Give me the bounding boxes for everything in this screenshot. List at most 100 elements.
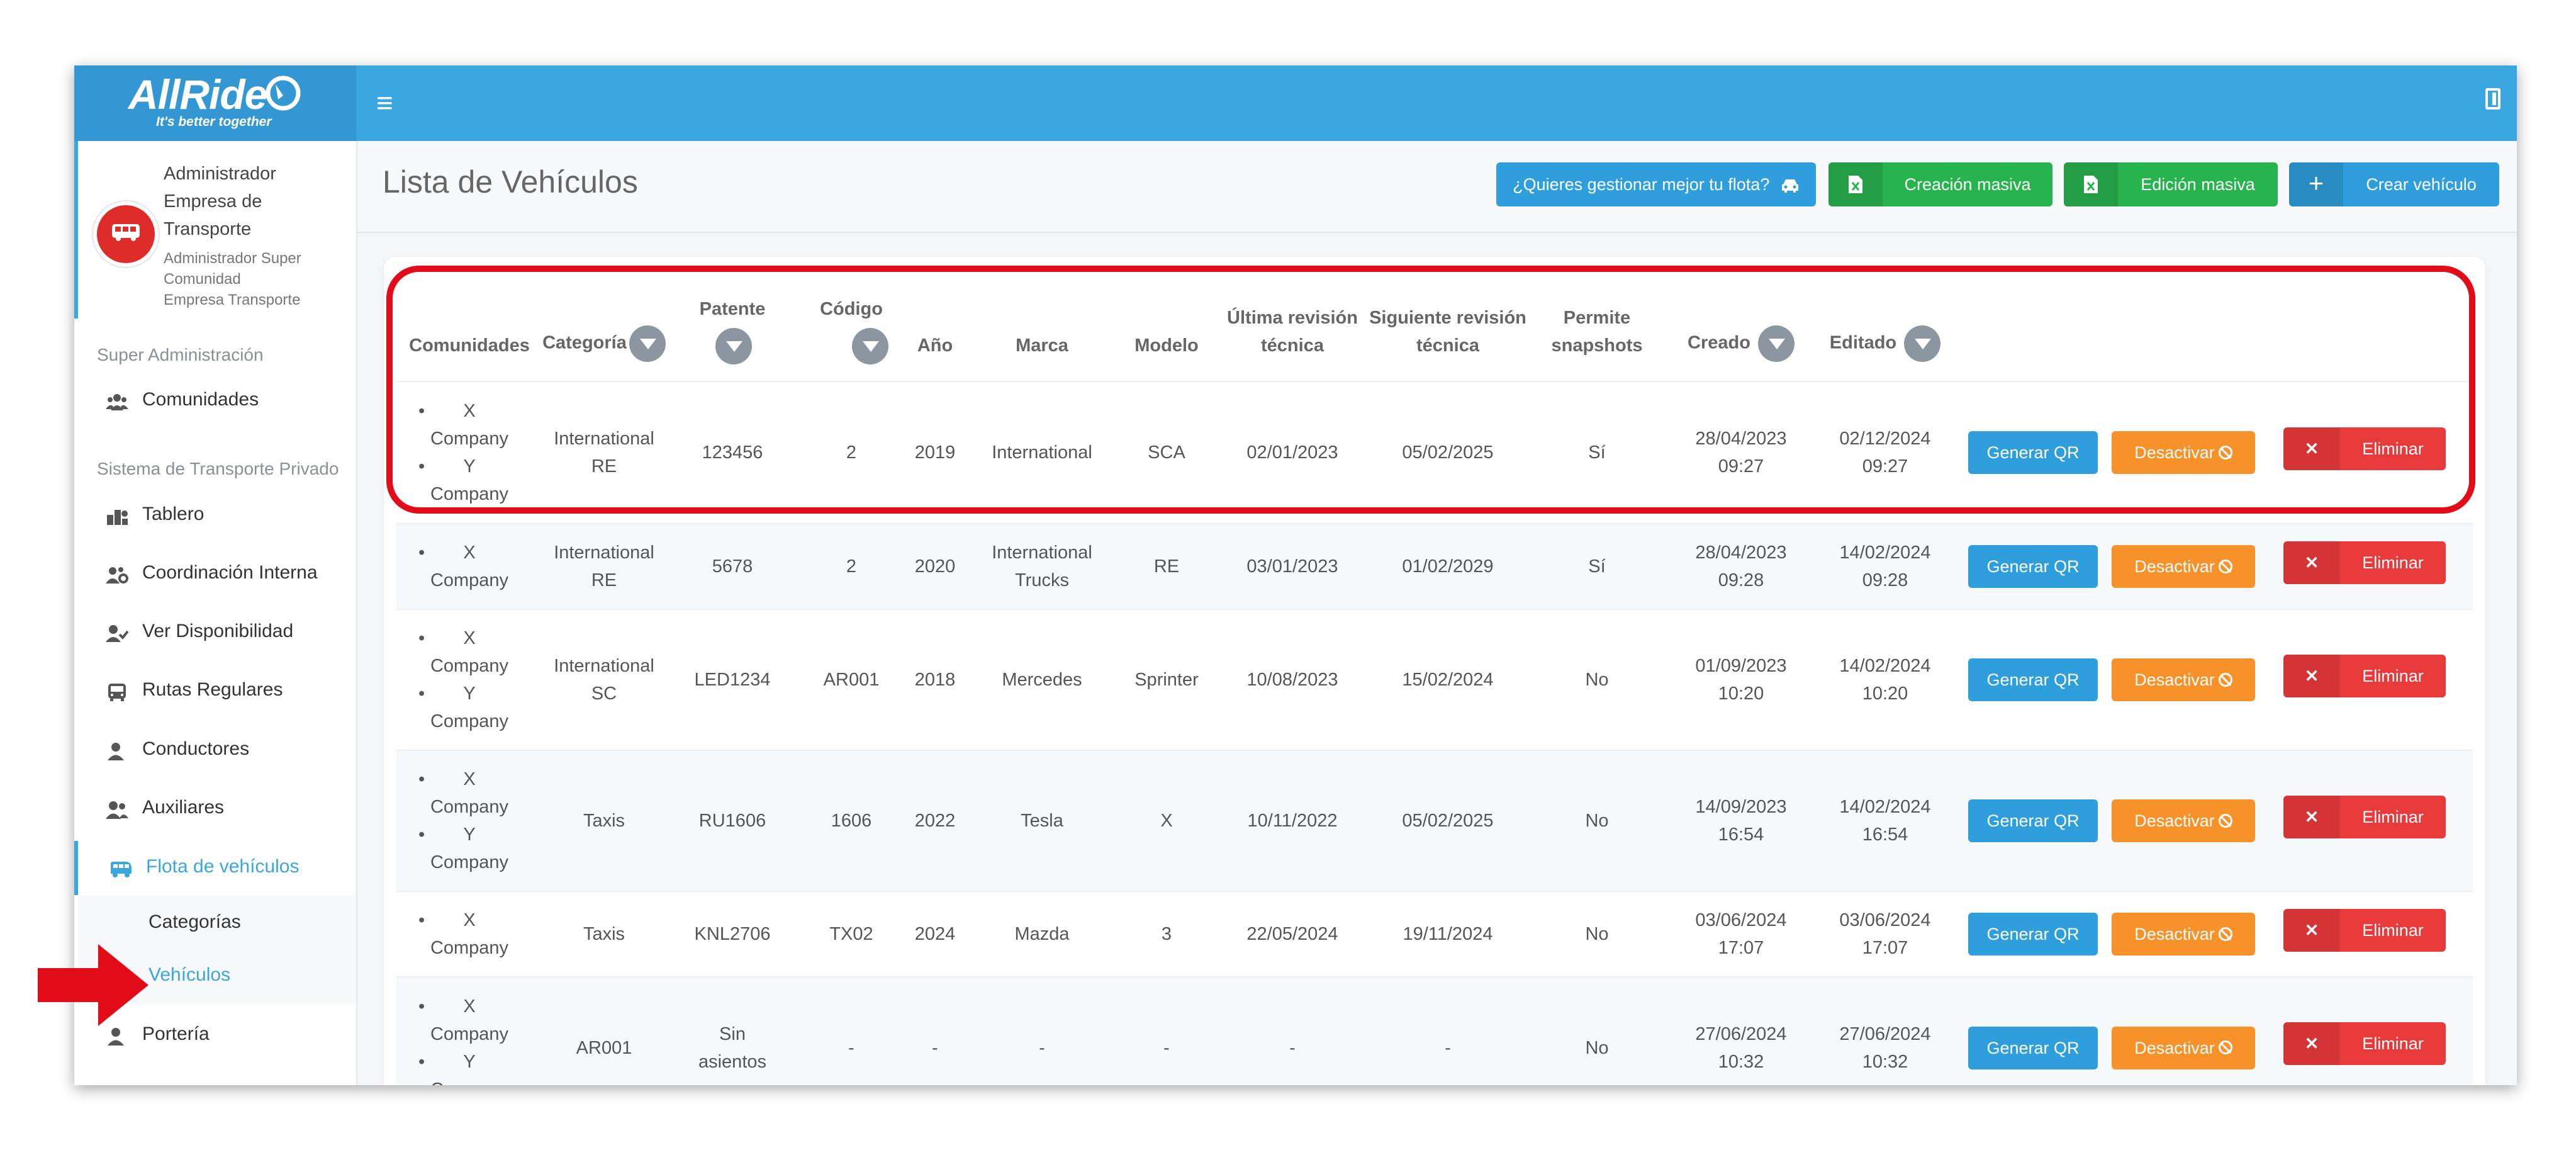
cell-siguiente-revision: 19/11/2024 bbox=[1369, 891, 1526, 977]
sidebar-item-label: Portería bbox=[142, 1023, 210, 1044]
file-excel-icon bbox=[1828, 162, 1883, 206]
bulk-edit-label: Edición masiva bbox=[2141, 175, 2255, 194]
generate-qr-button[interactable]: Generar QR bbox=[1968, 431, 2098, 474]
pointer-arrow-icon bbox=[38, 944, 148, 1026]
avatar bbox=[93, 201, 159, 267]
cell-ultima-revision: - bbox=[1216, 976, 1369, 1085]
cell-snapshots: Sí bbox=[1526, 523, 1667, 609]
communities-list: XCompanyYCompany bbox=[397, 765, 542, 876]
col-modelo: Modelo bbox=[1134, 335, 1199, 356]
cell-categoria: AR001 bbox=[542, 976, 666, 1085]
sidebar: Administrador Empresa de Transporte Admi… bbox=[74, 141, 357, 1085]
cell-marca: Mercedes bbox=[966, 609, 1117, 750]
manage-fleet-label: ¿Quieres gestionar mejor tu flota? bbox=[1513, 175, 1770, 194]
bulk-create-button[interactable]: Creación masiva bbox=[1828, 162, 2052, 206]
filter-icon[interactable] bbox=[1757, 325, 1795, 362]
delete-button[interactable]: ✕ Eliminar bbox=[2283, 1022, 2446, 1065]
col-action-qr bbox=[1956, 276, 2110, 381]
delete-button[interactable]: ✕ Eliminar bbox=[2283, 908, 2446, 952]
car-icon bbox=[1781, 179, 1798, 193]
cell-action-eliminar: ✕ Eliminar bbox=[2256, 750, 2473, 891]
cell-modelo: SCA bbox=[1117, 381, 1216, 524]
sidebar-subitem-vehiculos[interactable]: Vehículos bbox=[148, 964, 231, 985]
sidebar-item-coordinacion[interactable]: Coordinación Interna bbox=[74, 547, 356, 601]
generate-qr-button[interactable]: Generar QR bbox=[1968, 913, 2098, 956]
col-editado: Editado bbox=[1815, 276, 1956, 381]
table-row: XCompanyInternationalRE567822020Internat… bbox=[396, 523, 2473, 609]
sidebar-item-rutas[interactable]: Rutas Regulares bbox=[74, 664, 356, 718]
cell-modelo: - bbox=[1117, 976, 1216, 1085]
deactivate-button[interactable]: Desactivar bbox=[2112, 799, 2255, 842]
col-codigo: Código bbox=[799, 276, 904, 381]
deactivate-button[interactable]: Desactivar bbox=[2112, 1026, 2255, 1069]
cell-patente: RU1606 bbox=[666, 750, 799, 891]
main-content: Lista de Vehículos ¿Quieres gestionar me… bbox=[357, 141, 2517, 1085]
sidebar-subitem-categorias[interactable]: Categorías bbox=[148, 911, 241, 932]
ban-icon bbox=[2218, 927, 2232, 941]
filter-icon[interactable] bbox=[629, 325, 666, 362]
delete-label: Eliminar bbox=[2362, 807, 2424, 826]
generate-qr-button[interactable]: Generar QR bbox=[1968, 1026, 2098, 1069]
bus-icon bbox=[112, 224, 140, 241]
table-row: XCompanyYCompanyInternationalRE123456220… bbox=[396, 381, 2473, 524]
create-vehicle-button[interactable]: + Crear vehículo bbox=[2289, 162, 2499, 206]
delete-button[interactable]: ✕ Eliminar bbox=[2283, 795, 2446, 838]
cell-action-desactivar: Desactivar bbox=[2110, 609, 2256, 750]
generate-qr-button[interactable]: Generar QR bbox=[1968, 545, 2098, 588]
user-icon bbox=[106, 1027, 128, 1046]
manage-fleet-button[interactable]: ¿Quieres gestionar mejor tu flota? bbox=[1496, 162, 1816, 206]
cell-comunidades: XCompanyYCompany bbox=[396, 976, 542, 1085]
generate-qr-button[interactable]: Generar QR bbox=[1968, 799, 2098, 842]
cell-comunidades: XCompanyYCompany bbox=[396, 381, 542, 524]
cell-editado: 14/02/2024 16:54 bbox=[1815, 750, 1956, 891]
close-icon: ✕ bbox=[2283, 1022, 2340, 1065]
cell-snapshots: No bbox=[1526, 976, 1667, 1085]
close-icon: ✕ bbox=[2283, 908, 2340, 952]
sidebar-item-flota[interactable]: Flota de vehículos bbox=[74, 841, 356, 895]
sidebar-item-disponibilidad[interactable]: Ver Disponibilidad bbox=[74, 606, 356, 660]
generate-qr-button[interactable]: Generar QR bbox=[1968, 658, 2098, 701]
col-marca: Marca bbox=[1016, 335, 1068, 356]
file-excel-icon bbox=[2064, 162, 2118, 206]
deactivate-button[interactable]: Desactivar bbox=[2112, 913, 2255, 956]
delete-button[interactable]: ✕ Eliminar bbox=[2283, 654, 2446, 697]
close-icon: ✕ bbox=[2283, 654, 2340, 697]
sidebar-item-comunidades[interactable]: Comunidades bbox=[74, 374, 356, 428]
ban-icon bbox=[2218, 559, 2232, 573]
generate-qr-label: Generar QR bbox=[1986, 811, 2080, 830]
deactivate-button[interactable]: Desactivar bbox=[2112, 658, 2255, 701]
delete-button[interactable]: ✕ Eliminar bbox=[2283, 541, 2446, 584]
deactivate-button[interactable]: Desactivar bbox=[2112, 545, 2255, 588]
cell-codigo: - bbox=[799, 976, 904, 1085]
cell-comunidades: XCompanyYCompany bbox=[396, 609, 542, 750]
dashboard-icon bbox=[106, 507, 128, 526]
cell-snapshots: Sí bbox=[1526, 381, 1667, 524]
sidebar-item-conductores[interactable]: Conductores bbox=[74, 723, 356, 777]
delete-button[interactable]: ✕ Eliminar bbox=[2283, 427, 2446, 470]
deactivate-button[interactable]: Desactivar bbox=[2112, 431, 2255, 474]
filter-icon[interactable] bbox=[1904, 325, 1941, 362]
sidebar-item-tablero[interactable]: Tablero bbox=[74, 488, 356, 543]
panel-toggle-icon[interactable] bbox=[2485, 88, 2500, 110]
filter-icon[interactable] bbox=[852, 328, 888, 364]
sidebar-item-label: Rutas Regulares bbox=[142, 679, 283, 700]
logo-tagline: It's better together bbox=[156, 115, 272, 129]
cell-editado: 03/06/2024 17:07 bbox=[1815, 891, 1956, 977]
menu-toggle-icon[interactable]: ≡ bbox=[376, 86, 393, 119]
sidebar-item-porteria[interactable]: Portería bbox=[74, 1008, 356, 1063]
bulk-edit-button[interactable]: Edición masiva bbox=[2064, 162, 2278, 206]
filter-icon[interactable] bbox=[715, 328, 752, 364]
cell-patente: KNL2706 bbox=[666, 891, 799, 977]
section-title-sistema: Sistema de Transporte Privado bbox=[97, 459, 339, 478]
sidebar-item-auxiliares[interactable]: Auxiliares bbox=[74, 782, 356, 836]
sidebar-item-label: Conductores bbox=[142, 738, 250, 759]
deactivate-label: Desactivar bbox=[2134, 670, 2215, 689]
top-bar: AllRide It's better together ≡ bbox=[74, 65, 2517, 141]
delete-label: Eliminar bbox=[2362, 439, 2424, 458]
logo[interactable]: AllRide It's better together bbox=[74, 65, 356, 141]
sidebar-item-label: Auxiliares bbox=[142, 797, 225, 818]
